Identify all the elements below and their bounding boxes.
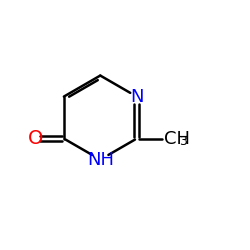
Text: N: N: [130, 88, 143, 106]
Text: NH: NH: [87, 150, 114, 168]
Text: O: O: [28, 129, 43, 148]
Text: 3: 3: [179, 135, 187, 148]
Text: CH: CH: [164, 130, 190, 148]
